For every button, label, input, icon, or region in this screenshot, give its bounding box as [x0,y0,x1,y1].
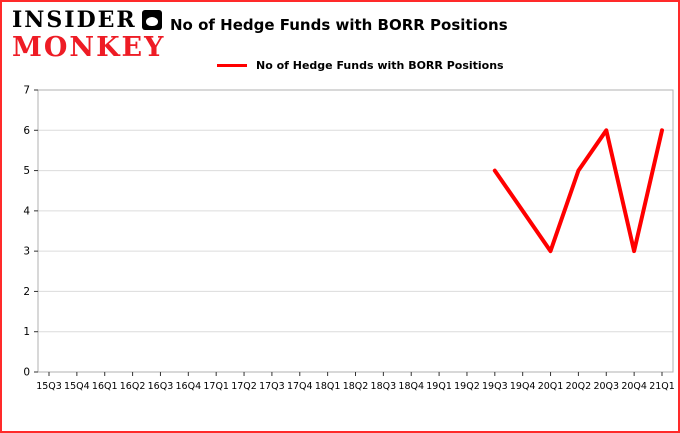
x-axis-tick-label: 18Q1 [315,381,341,392]
x-axis-tick-label: 17Q3 [259,381,285,392]
x-axis-tick-label: 19Q2 [454,381,480,392]
y-axis-tick-label: 5 [23,165,30,177]
x-axis-tick-label: 17Q4 [287,381,313,392]
x-axis-tick-label: 20Q2 [566,381,592,392]
x-axis-tick-label: 20Q4 [621,381,647,392]
y-axis-tick-label: 3 [23,246,30,258]
x-axis-tick-label: 19Q1 [426,381,452,392]
x-axis-tick-label: 20Q3 [593,381,619,392]
logo-insider-text: INSIDER [12,7,137,33]
x-axis-tick-label: 21Q1 [649,381,675,392]
x-axis-tick-label: 16Q3 [148,381,174,392]
insider-monkey-logo: INSIDER MONKEY [12,9,165,61]
monkey-icon [141,10,162,30]
logo-top-row: INSIDER [12,9,165,31]
y-axis-tick-label: 6 [23,125,30,137]
chart-legend: No of Hedge Funds with BORR Positions [217,59,504,72]
x-axis-tick-label: 19Q3 [482,381,508,392]
x-axis-tick-label: 20Q1 [538,381,564,392]
y-axis-tick-label: 1 [23,326,30,338]
logo-monkey-text: MONKEY [12,32,166,63]
legend-line-swatch [217,64,247,67]
x-axis-tick-label: 19Q4 [510,381,536,392]
x-axis-tick-label: 17Q1 [203,381,229,392]
chart-title: No of Hedge Funds with BORR Positions [170,16,508,34]
x-axis-tick-label: 15Q4 [64,381,90,392]
x-axis-tick-label: 16Q4 [176,381,202,392]
x-axis-tick-label: 16Q2 [120,381,146,392]
x-axis-tick-label: 16Q1 [92,381,118,392]
x-axis-tick-label: 18Q3 [371,381,397,392]
x-axis-tick-label: 17Q2 [231,381,257,392]
x-axis-tick-label: 15Q3 [36,381,62,392]
legend-label: No of Hedge Funds with BORR Positions [256,59,504,72]
x-axis-tick-label: 18Q2 [343,381,369,392]
x-axis-tick-label: 18Q4 [398,381,424,392]
y-axis-tick-label: 7 [23,85,30,97]
y-axis-tick-label: 0 [23,367,30,379]
y-axis-tick-label: 2 [23,286,30,298]
series-line [492,128,664,254]
y-axis-tick-label: 4 [23,205,30,217]
